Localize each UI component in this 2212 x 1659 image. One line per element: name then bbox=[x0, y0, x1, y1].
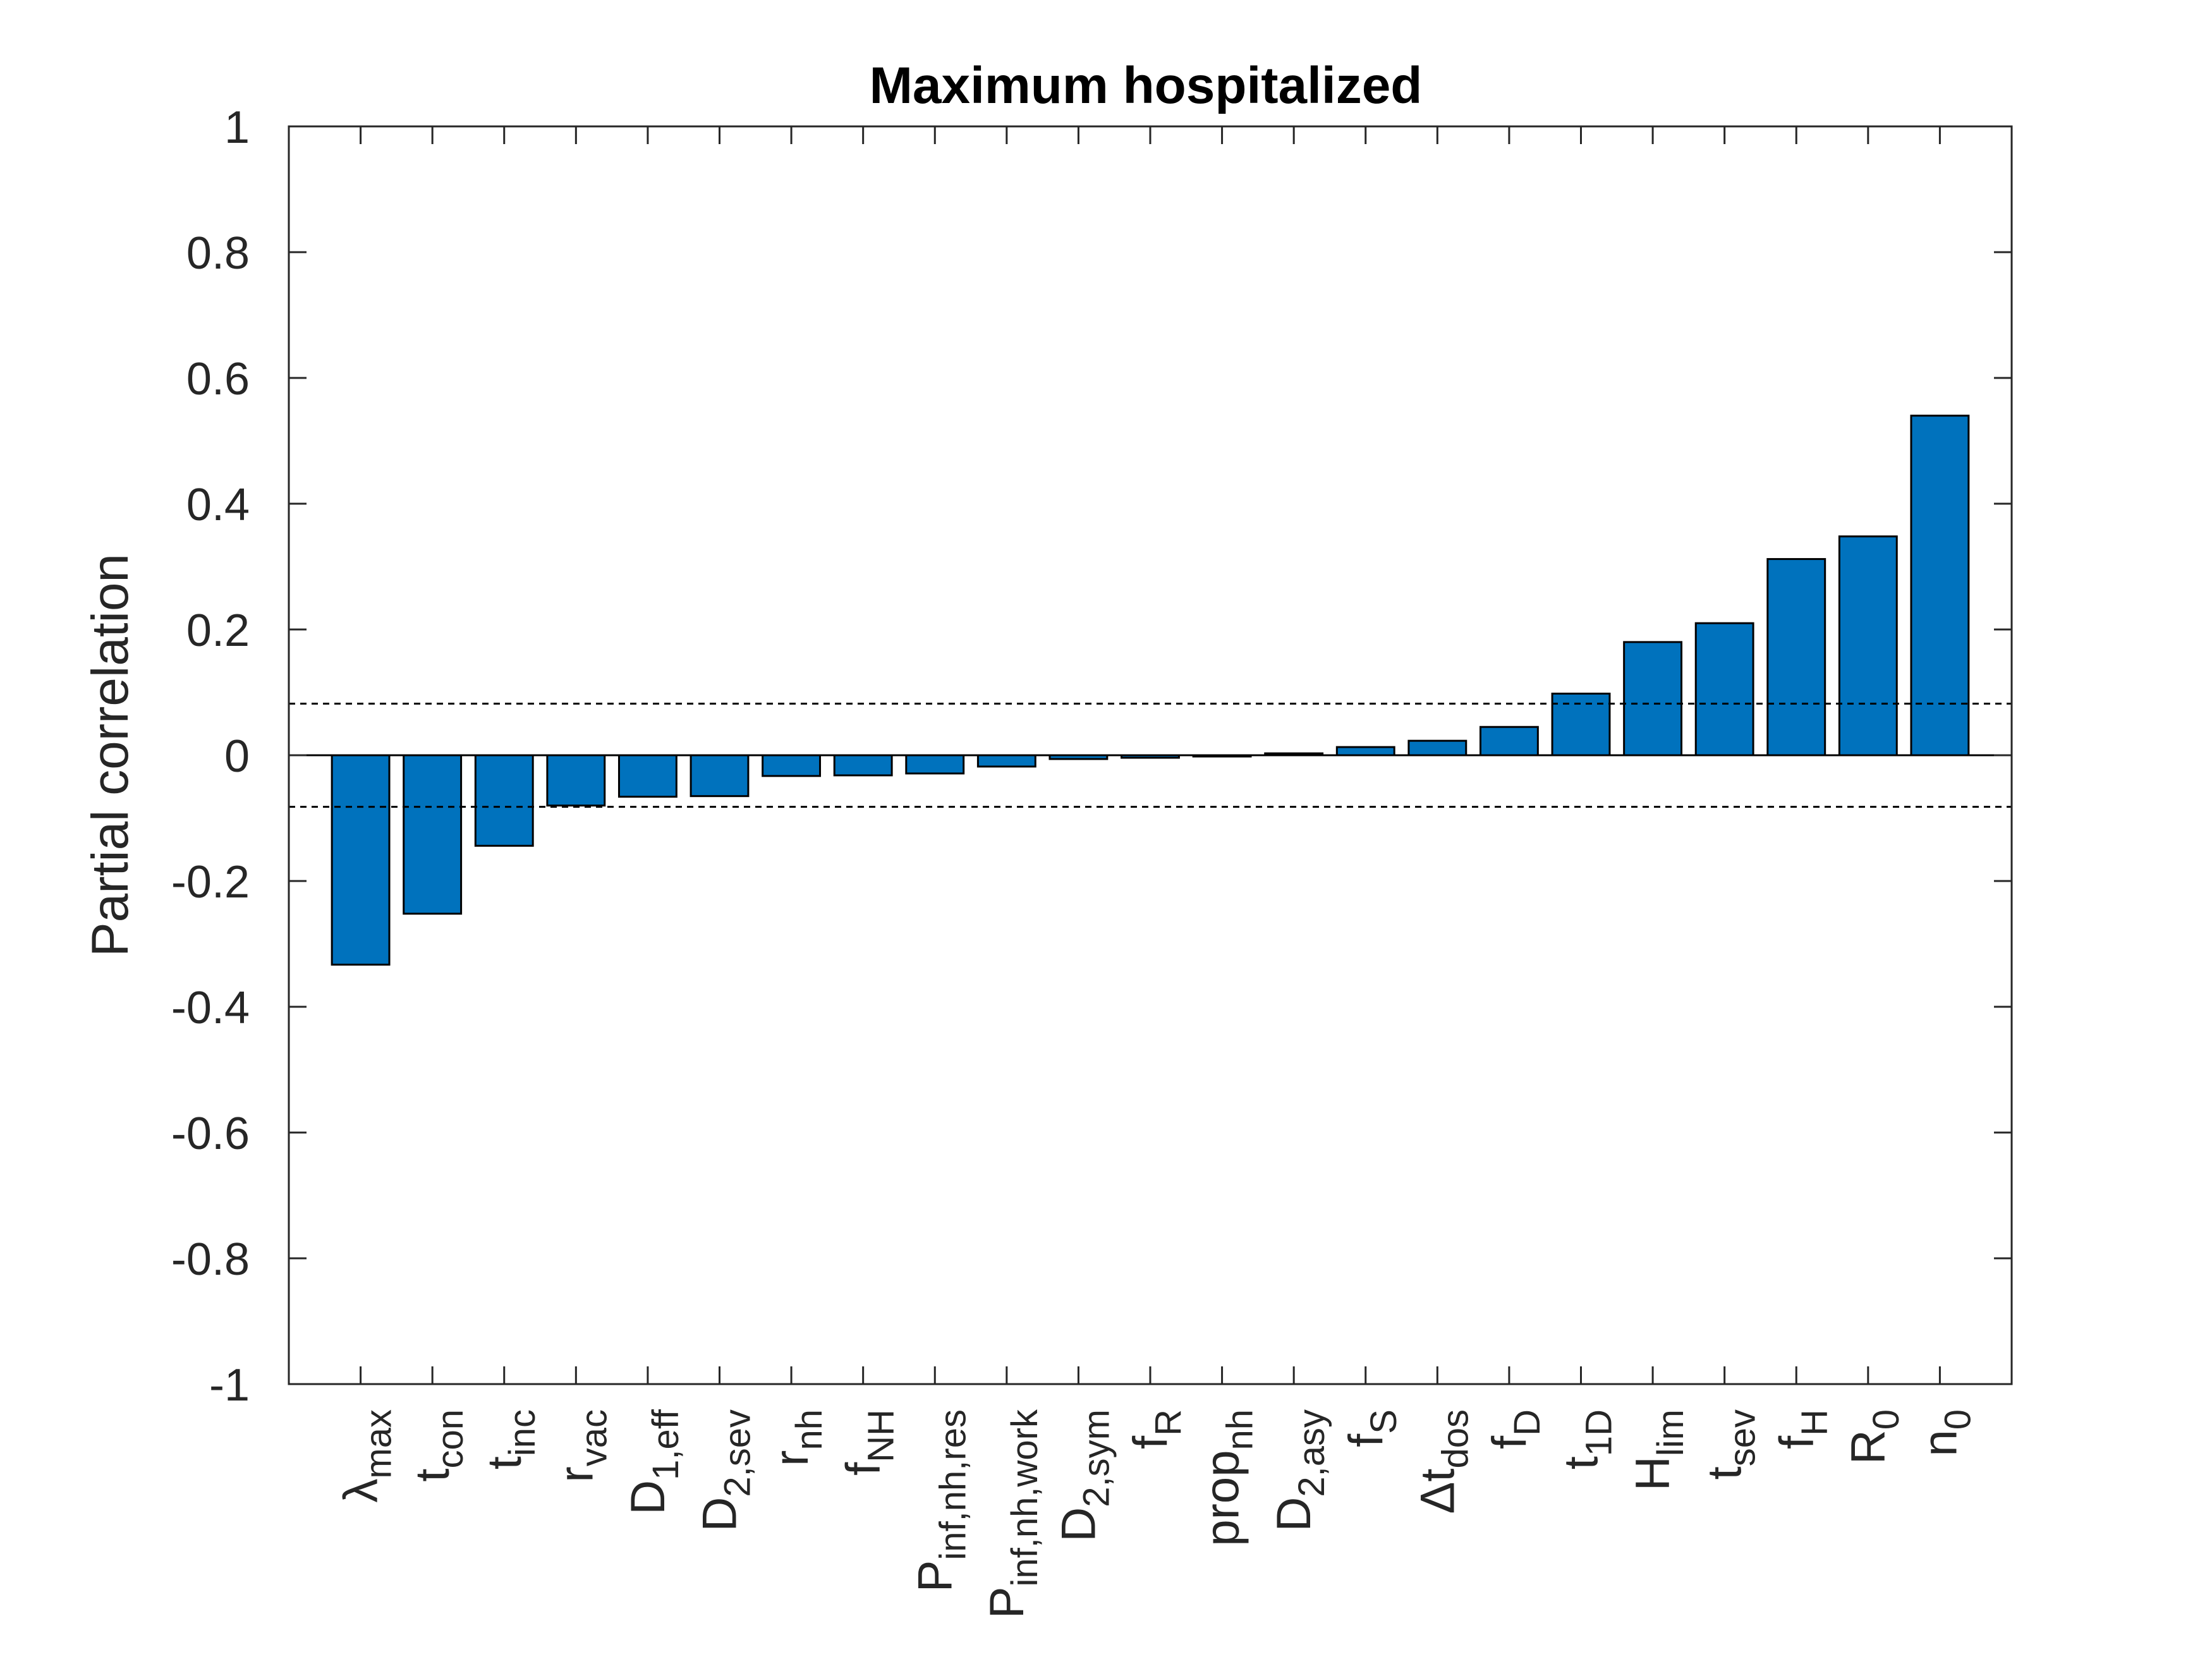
bar-23 bbox=[1910, 415, 1970, 757]
x-tick-label-22: R0 bbox=[1842, 1409, 1907, 1464]
y-tick-label: 0.8 bbox=[186, 228, 250, 279]
bar-15 bbox=[1335, 746, 1395, 757]
y-tick-label: -1 bbox=[209, 1360, 250, 1411]
axes-frame bbox=[288, 125, 2013, 1385]
x-tick-label-19: Hlim bbox=[1626, 1409, 1691, 1491]
chart-title: Maximum hospitalized bbox=[870, 57, 1423, 114]
y-tick-label: -0.4 bbox=[171, 983, 250, 1033]
x-tick-label-6: D2,sev bbox=[693, 1409, 758, 1532]
bar-16 bbox=[1407, 739, 1468, 757]
bar-5 bbox=[617, 754, 678, 798]
bar-9 bbox=[905, 754, 965, 775]
x-tick-label-9: Pinf,nh,res bbox=[908, 1409, 973, 1592]
x-tick-label-18: t1D bbox=[1555, 1409, 1620, 1469]
x-tick-label-10: Pinf,nh,work bbox=[980, 1409, 1045, 1619]
bar-7 bbox=[762, 754, 822, 777]
x-tick-label-2: tcon bbox=[406, 1409, 471, 1482]
bar-22 bbox=[1838, 535, 1898, 757]
y-axis-ticks: -1 -0.8 -0.6 -0.4 -0.2 0 0.2 0.4 0.6 0.8 1 bbox=[171, 102, 2012, 1411]
bar-6 bbox=[690, 754, 750, 798]
y-tick-label: -0.2 bbox=[171, 857, 250, 908]
y-tick-label: -0.6 bbox=[171, 1109, 250, 1159]
x-tick-label-8: fNH bbox=[837, 1409, 902, 1476]
x-tick-label-7: rnh bbox=[765, 1409, 830, 1466]
y-tick-label: 0.2 bbox=[186, 605, 250, 656]
x-tick-label-21: fH bbox=[1770, 1409, 1835, 1449]
y-tick-label: 1 bbox=[224, 102, 250, 153]
y-axis-label: Partial correlation bbox=[82, 554, 139, 957]
y-tick-label: 0 bbox=[224, 731, 250, 782]
bar-21 bbox=[1766, 558, 1826, 757]
y-tick-label: 0.6 bbox=[186, 354, 250, 404]
x-tick-label-17: fD bbox=[1483, 1409, 1548, 1449]
x-tick-label-11: D2,sym bbox=[1052, 1409, 1117, 1542]
x-tick-label-13: propnh bbox=[1196, 1409, 1261, 1547]
bar-17 bbox=[1479, 726, 1539, 757]
bar-2 bbox=[403, 754, 463, 915]
x-tick-label-5: D1,eff bbox=[621, 1409, 686, 1515]
bar-3 bbox=[474, 754, 534, 847]
x-tick-label-1: λmax bbox=[334, 1409, 399, 1503]
x-tick-label-3: tinc bbox=[478, 1409, 543, 1469]
x-tick-label-20: tsev bbox=[1698, 1409, 1763, 1480]
threshold-lines bbox=[289, 702, 2012, 808]
bar-20 bbox=[1694, 622, 1754, 757]
y-tick-label: 0.4 bbox=[186, 480, 250, 530]
x-tick-label-23: n0 bbox=[1913, 1409, 1978, 1457]
bar-10 bbox=[976, 754, 1036, 768]
bar-8 bbox=[833, 754, 893, 777]
bars-layer bbox=[331, 415, 1970, 966]
bar-1 bbox=[331, 754, 391, 966]
x-tick-label-14: D2,asy bbox=[1267, 1409, 1332, 1532]
y-tick-label: -0.8 bbox=[171, 1234, 250, 1285]
bar-19 bbox=[1623, 641, 1683, 757]
bar-4 bbox=[546, 754, 606, 807]
x-tick-label-12: fR bbox=[1124, 1409, 1189, 1449]
x-tick-label-15: fS bbox=[1339, 1409, 1404, 1447]
x-tick-label-16: Δtdos bbox=[1411, 1409, 1476, 1514]
x-tick-label-4: rvac bbox=[549, 1409, 614, 1483]
